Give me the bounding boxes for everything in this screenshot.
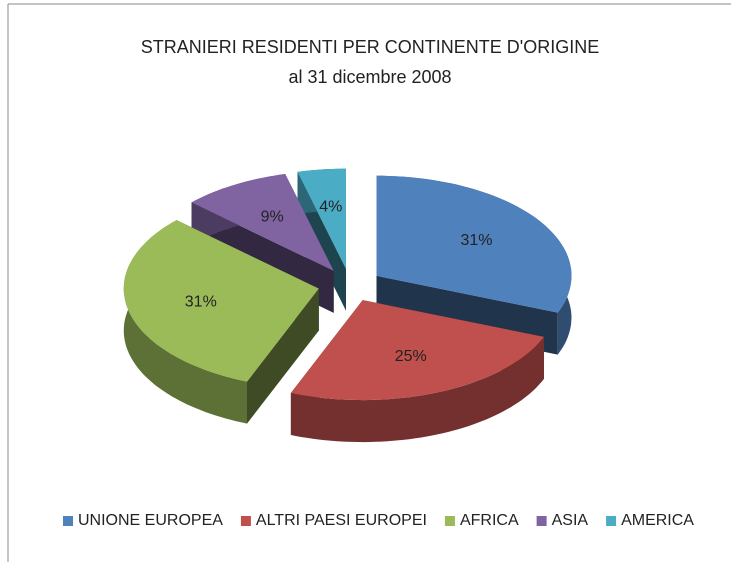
- data-label: 9%: [261, 209, 284, 226]
- slice: 31%: [123, 220, 319, 424]
- slice-top: [191, 174, 334, 271]
- legend-label: AFRICA: [460, 512, 519, 529]
- slice-top: [123, 220, 319, 382]
- slice-wall: [247, 288, 319, 424]
- chart-title: STRANIERI RESIDENTI PER CONTINENTE D'ORI…: [141, 37, 599, 57]
- legend-swatch: [240, 516, 251, 526]
- slice: 4%: [297, 168, 346, 311]
- data-label: 31%: [185, 293, 217, 310]
- legend-swatch: [606, 516, 617, 526]
- legend-swatch: [444, 516, 455, 526]
- data-label: 25%: [395, 348, 427, 365]
- legend-label: ALTRI PAESI EUROPEI: [256, 512, 427, 529]
- slice-top: [376, 175, 572, 313]
- slice: 25%: [290, 300, 544, 443]
- data-label: 31%: [460, 232, 492, 249]
- legend-label: AMERICA: [621, 512, 694, 529]
- data-label: 4%: [319, 198, 342, 215]
- legend-label: UNIONE EUROPEA: [78, 512, 223, 529]
- legend-swatch: [63, 516, 73, 526]
- legend-label: ASIA: [552, 512, 589, 529]
- slice-top: [297, 168, 346, 269]
- legend-swatch: [536, 516, 547, 526]
- slice-top: [290, 300, 544, 401]
- slice-side: [290, 336, 544, 443]
- chart-subtitle: al 31 dicembre 2008: [288, 67, 451, 87]
